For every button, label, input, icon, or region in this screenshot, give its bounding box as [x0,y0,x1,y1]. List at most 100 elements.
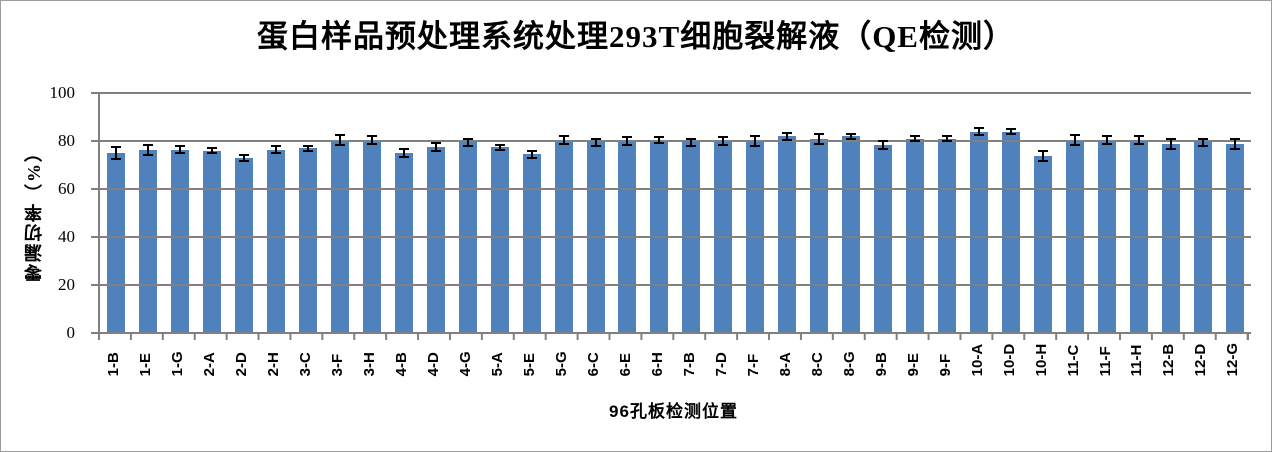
error-bar-cap-bottom [718,144,729,146]
x-label-slot: 1-E [130,343,162,376]
error-bar-cap-top [1006,128,1017,130]
error-bar-cap-bottom [462,145,473,148]
x-tick-label: 9-F [936,353,954,377]
bar [170,149,189,332]
error-bar-cap-bottom [1229,147,1240,150]
error-bar-cap-bottom [1102,142,1113,145]
x-label-slot: 9-B [865,343,897,376]
x-label-slot: 5-G [546,343,578,376]
x-tick-label: 2-H [265,352,283,377]
bar [938,138,957,332]
x-tick-label: 11-F [1096,346,1114,377]
x-label-slot: 4-D [418,343,450,376]
error-bar-cap-top [686,137,697,140]
bar [554,140,573,332]
bar-slot [516,92,548,332]
bar-slot [835,92,867,332]
error-bar-cap-bottom [142,153,153,156]
bar [234,158,253,332]
error-bar-cap-bottom [1165,147,1176,150]
error-bar-cap-bottom [1133,142,1144,145]
bar-slot [260,92,292,332]
x-tick-label: 10-A [968,343,986,377]
bars-layer [100,92,1251,332]
y-axis-tick-labels: 0 20 40 60 80 100 [1,83,89,342]
x-label-slot: 6-E [610,343,642,376]
error-bar-cap-bottom [1006,133,1017,136]
error-bar-cap-top [366,135,377,138]
bar [362,140,381,332]
x-tick-label: 10-H [1032,343,1050,377]
x-tick-label: 4-B [393,352,411,377]
bar-slot [196,92,228,332]
error-bar-cap-bottom [878,147,889,150]
x-tick-label: 5-G [553,351,571,377]
error-bar-cap-bottom [622,144,633,146]
bar [1129,140,1148,332]
error-bar-cap-top [942,135,953,138]
error-bar-cap-bottom [1070,144,1081,146]
bar [458,142,477,332]
x-label-slot: 9-E [897,343,929,376]
error-bar-cap-top [462,137,473,140]
error-bar-cap-bottom [1038,159,1049,162]
x-tick-label: 1-E [137,353,155,377]
x-tick-label: 8-C [808,352,826,377]
bar [746,141,765,332]
error-bar-cap-top [590,137,601,140]
y-tick-label: 20 [58,275,75,294]
x-label-slot: 4-B [386,343,418,376]
error-bar-cap-bottom [494,148,505,151]
bar-slot [420,92,452,332]
error-bar-cap-top [1102,135,1113,138]
bar-slot [356,92,388,332]
error-bar-cap-bottom [366,142,377,145]
bar-slot [1123,92,1155,332]
error-bar-cap-top [1165,137,1176,140]
y-tick-label: 80 [58,131,75,150]
bar [266,149,285,332]
bar-slot [388,92,420,332]
bar-slot [580,92,612,332]
bar-slot [164,92,196,332]
bar [138,149,157,332]
x-label-slot: 2-H [258,343,290,376]
x-tick-label: 11-H [1128,344,1146,377]
bar-slot [643,92,675,332]
x-label-slot: 11-C [1057,343,1089,377]
bar-slot [931,92,963,332]
x-tick-label: 3-C [297,352,315,377]
bar [970,131,989,332]
bar-slot [132,92,164,332]
bar [490,147,509,332]
x-label-slot: 5-E [514,343,546,376]
bar [586,142,605,332]
x-tick-label: 8-A [776,352,794,377]
x-label-slot: 12-G [1217,343,1249,376]
bar-slot [324,92,356,332]
error-bar-cap-top [398,148,409,151]
bar-slot [1059,92,1091,332]
bar [298,148,317,332]
bar [202,150,221,332]
x-tick-label: 7-F [744,353,762,377]
x-label-slot: 8-G [833,343,865,376]
x-tick-label: 1-B [105,352,123,377]
bar [1225,143,1244,332]
x-tick-label: 8-G [840,351,858,377]
x-label-slot: 4-G [450,343,482,376]
error-bar-cap-top [174,144,185,147]
x-tick-label: 6-E [616,353,634,377]
bar-slot [803,92,835,332]
error-bar-cap-top [430,142,441,145]
bar-slot [1027,92,1059,332]
x-axis-title: 96孔板检测位置 [609,402,738,421]
x-tick-label: 9-E [904,353,922,377]
x-label-slot: 7-D [705,343,737,376]
x-label-slot: 5-A [482,343,514,376]
error-bar-cap-top [750,135,761,138]
bar [650,140,669,332]
error-bar-cap-bottom [206,152,217,155]
x-tick-label: 6-C [585,352,603,377]
bar-slot [292,92,324,332]
